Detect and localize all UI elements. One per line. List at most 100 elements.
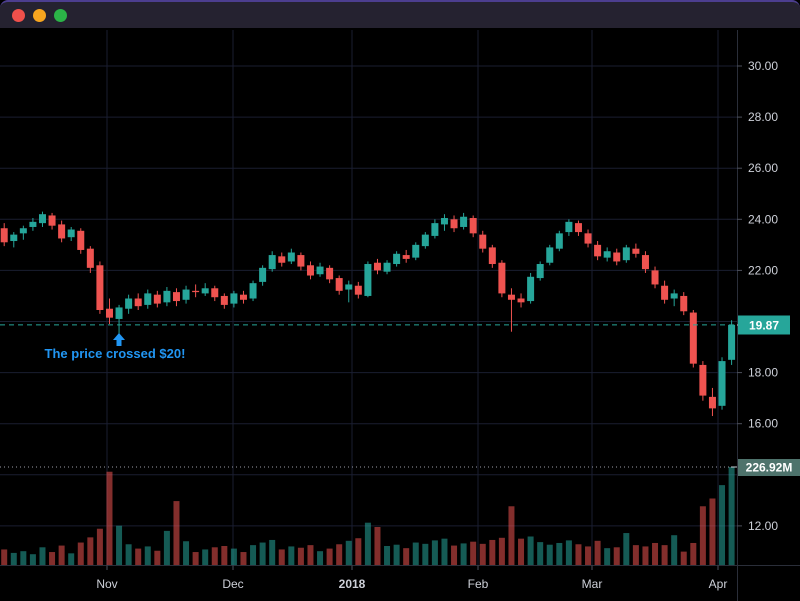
volume-bar — [451, 545, 458, 565]
candle-body — [211, 288, 219, 298]
candle-body — [440, 218, 448, 225]
minimize-button[interactable] — [33, 9, 46, 22]
volume-bar — [556, 542, 563, 565]
candle-body — [58, 224, 66, 239]
candle-body — [259, 267, 267, 282]
candle-body — [268, 255, 276, 270]
candle-body — [172, 292, 180, 302]
candle-body — [86, 248, 94, 268]
candle-body — [507, 294, 515, 300]
candle-body — [680, 295, 688, 312]
candle-body — [383, 262, 391, 272]
candle-body — [641, 255, 649, 270]
candle-body — [402, 255, 410, 259]
close-button[interactable] — [12, 9, 25, 22]
candle-body — [335, 278, 343, 291]
volume-bar — [479, 543, 486, 565]
candle-body — [479, 234, 487, 249]
volume-bar — [374, 527, 381, 565]
volume-bar — [699, 506, 706, 565]
candle-body — [689, 312, 697, 364]
volume-bar — [613, 547, 620, 565]
candle-body — [77, 230, 85, 250]
time-tick-label: Mar — [582, 577, 603, 591]
volume-bar — [192, 552, 199, 565]
candle-body — [278, 256, 286, 263]
volume-bar — [652, 542, 659, 565]
candle-body — [718, 361, 726, 406]
volume-bar — [460, 543, 467, 565]
candle-body — [192, 290, 200, 293]
volume-bar — [87, 537, 94, 565]
volume-bar — [489, 539, 496, 565]
volume-badge: 226.92M — [731, 459, 800, 476]
candle-body — [345, 284, 353, 290]
volume-bar — [29, 554, 36, 565]
candle-body — [517, 298, 525, 303]
volume-badge-label: 226.92M — [746, 461, 793, 475]
candle-body — [546, 247, 554, 263]
price-tick-label: 28.00 — [748, 110, 778, 124]
candle-body — [182, 289, 190, 300]
price-tick-label: 26.00 — [748, 161, 778, 175]
volume-bar — [355, 538, 362, 565]
candle-body — [469, 218, 477, 234]
volume-bar — [173, 501, 180, 565]
zoom-button[interactable] — [54, 9, 67, 22]
volume-bar — [317, 551, 324, 565]
candle-body — [38, 214, 46, 224]
volume-bar — [690, 542, 697, 565]
volume-bar — [345, 540, 352, 565]
price-axis-labels[interactable]: 30.00 28.00 26.00 24.00 22.00 18.00 16.00 12.00 — [737, 59, 778, 533]
candle-body — [393, 253, 401, 265]
candle-body — [708, 396, 716, 409]
candle-body — [249, 283, 257, 299]
candle-body — [134, 298, 142, 307]
price-badge-bg — [738, 315, 790, 335]
candle-body — [96, 265, 104, 311]
volume-bar — [594, 540, 601, 565]
candle-body — [603, 251, 611, 258]
volume-bar — [163, 530, 170, 565]
candle-body — [632, 248, 640, 254]
volume-bar — [288, 546, 295, 565]
volume-bar — [250, 545, 257, 565]
volume-bar — [431, 540, 438, 565]
candle-body — [316, 266, 324, 275]
candle-body — [536, 264, 544, 279]
last-price-badge: 19.87 — [737, 315, 790, 335]
time-axis-labels[interactable]: Nov Dec 2018 Feb Mar Apr — [96, 565, 727, 592]
arrow-up-icon — [113, 333, 125, 346]
window-titlebar[interactable] — [0, 0, 800, 28]
volume-bar — [585, 546, 592, 565]
candle-body — [10, 234, 18, 242]
price-tick-label: 18.00 — [748, 366, 778, 380]
candle-body — [555, 233, 563, 249]
volume-bar — [719, 485, 726, 565]
volume-bar — [384, 546, 391, 565]
candle-body — [29, 221, 37, 227]
price-badge-label: 19.87 — [749, 319, 779, 333]
candle-body — [201, 288, 209, 294]
candle-body — [115, 307, 123, 319]
price-tick-label: 30.00 — [748, 59, 778, 73]
volume-bar — [154, 550, 161, 565]
volume-bar — [470, 541, 477, 565]
time-tick-label: Feb — [468, 577, 489, 591]
volume-bar — [269, 539, 276, 565]
volume-bar — [326, 548, 333, 565]
volume-bar — [680, 551, 687, 565]
volume-bar — [623, 533, 630, 565]
candle-body — [105, 308, 113, 318]
volume-bar — [96, 528, 103, 565]
volume-bar — [58, 545, 65, 565]
candle-body — [354, 285, 362, 295]
candle-body — [670, 293, 678, 299]
candle-body — [661, 285, 669, 300]
candle-body — [326, 267, 334, 280]
time-tick-label: 2018 — [339, 577, 366, 591]
candle-body — [421, 234, 429, 247]
candle-body — [67, 229, 75, 238]
volume-bar — [211, 547, 218, 565]
